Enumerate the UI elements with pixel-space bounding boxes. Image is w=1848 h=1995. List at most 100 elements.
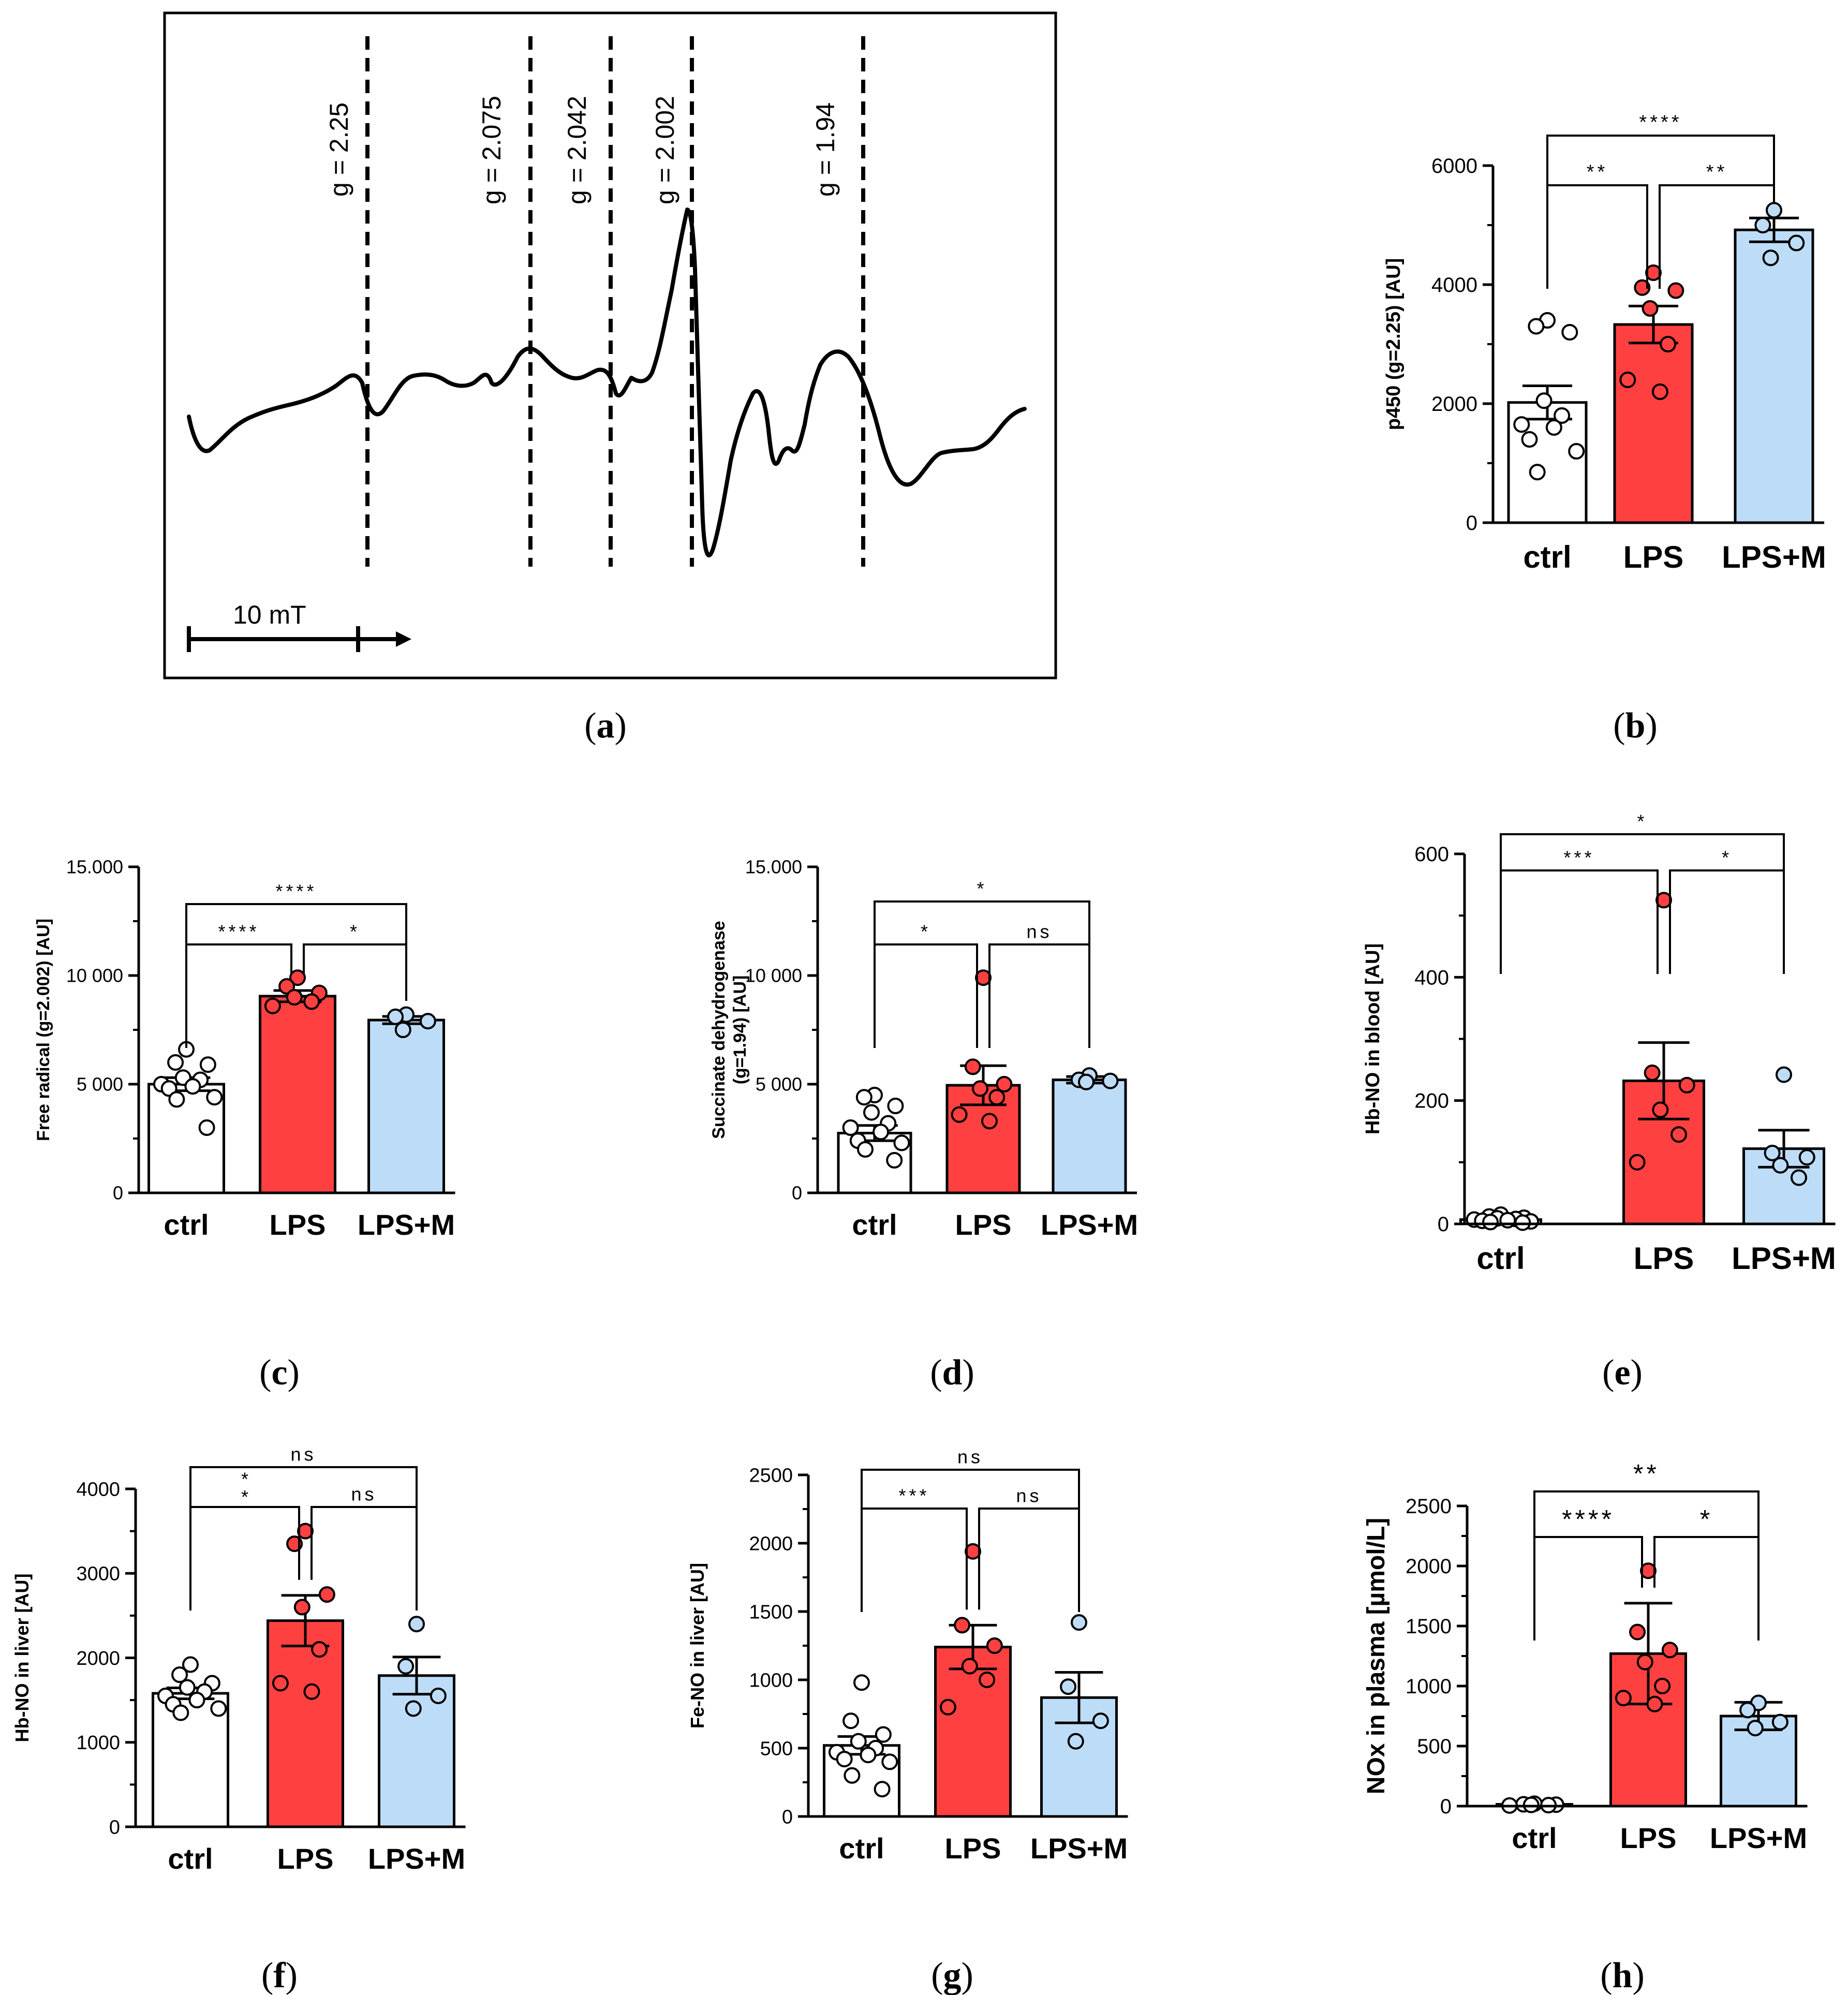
data-point-LPS xyxy=(964,1058,981,1075)
data-point-LPS xyxy=(1655,892,1672,909)
y-tick-label: 1000 xyxy=(76,1732,120,1754)
data-point-LPS xyxy=(1652,1101,1669,1118)
significance-bracket xyxy=(1533,1490,1760,1595)
data-point-LPS+M xyxy=(397,1658,415,1675)
data-point-LPS xyxy=(1646,1695,1663,1712)
y-tick-label: 5 000 xyxy=(77,1074,123,1095)
data-point-LPS+M xyxy=(1067,1733,1084,1750)
data-point-ctrl xyxy=(886,1152,903,1169)
category-label-LPS+M: LPS+M xyxy=(1722,540,1826,574)
data-point-LPS+M xyxy=(1102,1072,1119,1089)
data-point-LPS xyxy=(1644,1065,1661,1082)
data-point-LPS xyxy=(1651,383,1668,400)
epr-panel: g = 2.25 g = 2.075 g = 2.042 g = 2.002 g… xyxy=(163,11,1057,679)
category-label-ctrl: ctrl xyxy=(839,1832,884,1865)
data-point-LPS+M xyxy=(1764,1144,1781,1161)
y-tick-label: 1500 xyxy=(1406,1615,1452,1638)
chart-panel-f: 0 1000 2000 3000 4000 ctrl LPS LPS+M Hb-NO in li… xyxy=(11,1443,466,1875)
data-point-LPS xyxy=(293,1599,311,1616)
y-tick-label: 0 xyxy=(1438,1213,1449,1236)
data-point-LPS xyxy=(986,1637,1003,1654)
significance-label: * xyxy=(241,1469,248,1490)
data-point-LPS xyxy=(1634,279,1651,296)
data-point-LPS xyxy=(954,1617,971,1634)
category-label-LPS: LPS xyxy=(1634,1241,1694,1276)
g-label-2.25: g = 2.25 xyxy=(324,102,353,197)
significance-bracket xyxy=(1546,135,1775,239)
data-point-ctrl xyxy=(184,1078,201,1095)
y-tick-label: 2500 xyxy=(1406,1495,1452,1518)
data-point-LPS xyxy=(318,1586,335,1603)
data-point-ctrl xyxy=(188,1692,205,1709)
data-point-LPS xyxy=(1654,1678,1671,1694)
significance-bracket xyxy=(1669,869,1785,974)
y-tick-label: 400 xyxy=(1414,966,1449,989)
data-point-ctrl xyxy=(1521,431,1538,448)
data-point-LPS+M xyxy=(1060,1678,1077,1695)
data-point-LPS+M xyxy=(430,1687,447,1704)
panel-label-a: (a) xyxy=(584,706,627,746)
panel-letter-b: b xyxy=(1625,706,1646,746)
y-tick-label: 1500 xyxy=(749,1601,793,1623)
panel-letter-c: c xyxy=(271,1353,287,1393)
data-point-LPS xyxy=(311,1641,328,1658)
data-point-LPS+M xyxy=(1739,1702,1756,1719)
y-tick-label: 500 xyxy=(760,1738,793,1760)
panel-label-c: (c) xyxy=(259,1353,300,1393)
data-point-ctrl xyxy=(199,1056,216,1073)
data-point-LPS xyxy=(988,1089,1006,1106)
category-label-LPS+M: LPS+M xyxy=(1710,1822,1807,1854)
data-point-LPS+M xyxy=(1071,1614,1087,1631)
data-point-LPS+M xyxy=(1788,234,1805,252)
y-tick-label: 10 000 xyxy=(745,965,802,986)
bar-LPS+M xyxy=(1734,228,1814,524)
panel-label-d: (d) xyxy=(930,1353,974,1393)
significance-bracket xyxy=(1546,184,1648,289)
category-label-LPS+M: LPS+M xyxy=(1732,1241,1836,1276)
data-point-LPS xyxy=(1640,1562,1657,1579)
y-tick-label: 1000 xyxy=(1406,1675,1452,1698)
significance-label: ns xyxy=(351,1483,377,1504)
significance-bracket xyxy=(1533,1536,1643,1641)
scale-bar-label: 10 mT xyxy=(233,600,306,629)
data-point-ctrl xyxy=(1568,443,1585,460)
significance-label: **** xyxy=(1562,1505,1615,1534)
significance-label: **** xyxy=(218,921,259,942)
chart-panel-e: 0 200 400 600 ctrl LPS LPS+M Hb-NO in blood [AU… xyxy=(1362,810,1836,1276)
y-axis-label: Succinate dehydrogenase(g=1.94) [AU] xyxy=(709,921,750,1139)
data-point-ctrl xyxy=(1529,464,1546,481)
data-point-LPS xyxy=(979,1672,996,1688)
category-label-LPS: LPS xyxy=(277,1842,334,1875)
significance-label: ** xyxy=(1706,161,1728,183)
category-label-ctrl: ctrl xyxy=(1476,1241,1525,1276)
significance-label: **** xyxy=(1639,112,1682,134)
data-point-ctrl xyxy=(171,1666,188,1683)
y-tick-label: 0 xyxy=(792,1183,802,1204)
significance-bracket xyxy=(189,1466,418,1571)
data-point-LPS+M xyxy=(1791,1169,1808,1186)
data-point-ctrl xyxy=(198,1119,215,1136)
panel-label-g: (g) xyxy=(931,1956,973,1995)
category-label-ctrl: ctrl xyxy=(164,1208,209,1241)
category-label-ctrl: ctrl xyxy=(852,1208,897,1241)
data-point-ctrl xyxy=(1545,419,1562,436)
y-axis-label: Fe-NO in liver [AU] xyxy=(687,1563,708,1728)
data-point-LPS xyxy=(1642,300,1659,317)
data-point-ctrl xyxy=(873,1124,890,1141)
chart-panel-g: 0 500 1000 1500 2000 2500 ctrl LPS LPS+M Fe-NO in… xyxy=(687,1446,1128,1865)
significance-bracket xyxy=(978,1508,1080,1612)
bar-LPS xyxy=(1613,323,1694,524)
data-point-ctrl xyxy=(1561,324,1578,341)
significance-label: **** xyxy=(275,880,317,902)
y-tick-label: 200 xyxy=(1414,1090,1449,1113)
significance-label: ns xyxy=(290,1443,316,1465)
category-label-ctrl: ctrl xyxy=(168,1842,213,1875)
data-point-ctrl xyxy=(893,1134,910,1151)
data-point-LPS+M xyxy=(1771,1713,1788,1731)
data-point-LPS xyxy=(272,1675,289,1692)
y-tick-label: 4000 xyxy=(76,1479,120,1500)
significance-label: * xyxy=(977,878,987,899)
data-point-LPS+M xyxy=(1092,1712,1109,1730)
significance-label: * xyxy=(350,921,360,942)
y-tick-label: 0 xyxy=(109,1816,120,1838)
